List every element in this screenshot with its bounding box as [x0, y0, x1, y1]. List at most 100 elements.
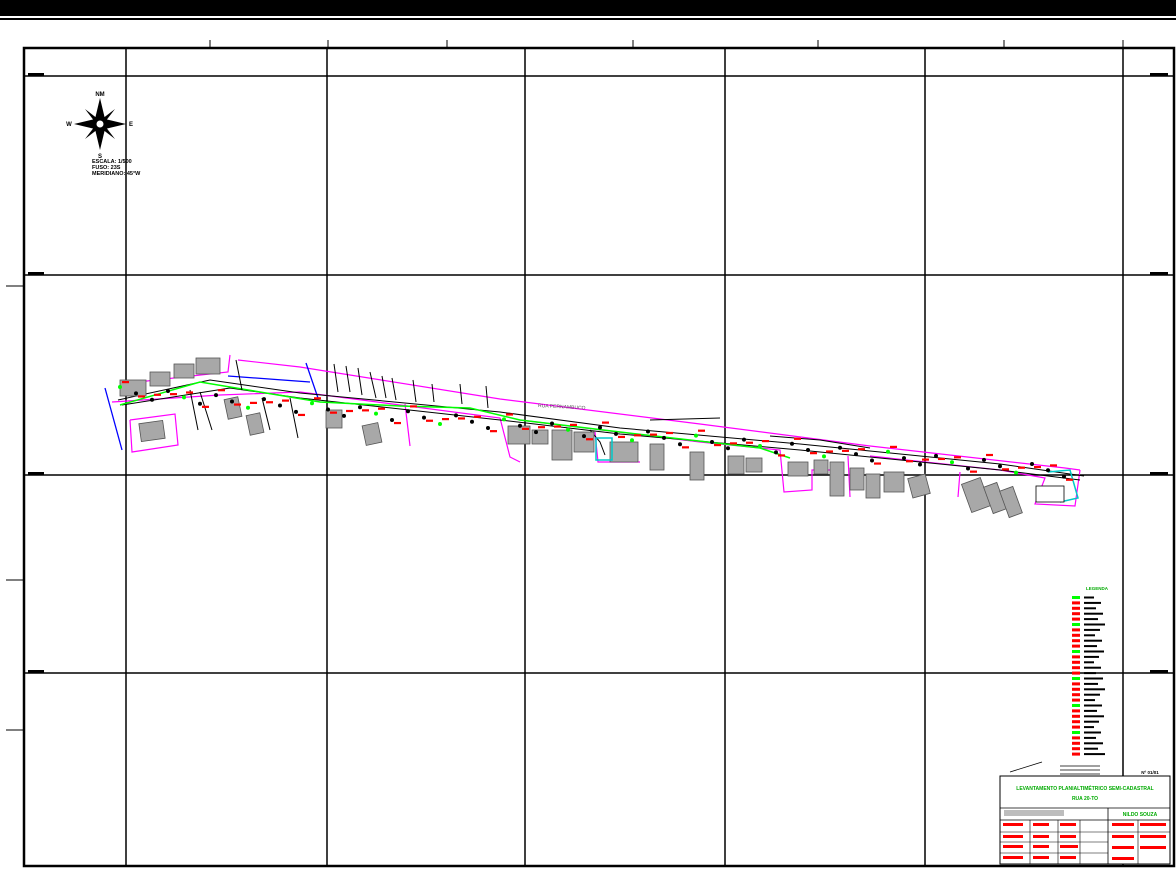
legend-text-line: [1084, 704, 1102, 707]
legend-symbol: [1072, 633, 1080, 637]
survey-point-label: [506, 413, 513, 416]
legend-symbol: [1072, 596, 1080, 599]
survey-point-label: [410, 405, 417, 408]
legend-symbol: [1072, 704, 1080, 707]
survey-point: [166, 389, 170, 394]
legend-text-line: [1084, 650, 1104, 653]
legend-symbol: [1072, 644, 1080, 648]
legend-text-line: [1084, 672, 1096, 675]
project-subtitle: RUA 20-TO: [1072, 796, 1098, 802]
survey-point-label: [282, 399, 289, 402]
east-label: E: [129, 122, 133, 128]
survey-point: [214, 393, 218, 398]
grid-tick-labels: [28, 73, 1168, 673]
survey-point: [438, 422, 442, 426]
survey-point-label: [570, 423, 577, 426]
frame-ticks: [6, 40, 1124, 731]
survey-point-label: [650, 433, 657, 436]
survey-point-label: [698, 429, 705, 432]
survey-point-label: [954, 456, 961, 459]
legend-text-line: [1084, 655, 1099, 658]
survey-point: [262, 397, 266, 402]
survey-point: [646, 429, 650, 434]
survey-point-label: [778, 454, 785, 457]
survey-point: [1014, 470, 1018, 475]
survey-point-label: [330, 411, 337, 414]
street-label: RUA PERNAMBUCO: [538, 403, 586, 411]
survey-point: [886, 449, 890, 454]
survey-point: [422, 415, 426, 420]
scale-bar: [1009, 761, 1100, 775]
vegetation-line: [119, 381, 791, 459]
survey-point-label: [218, 389, 225, 392]
legend-text-line: [1084, 677, 1103, 680]
legend-symbol: [1072, 709, 1080, 713]
survey-point-label: [170, 393, 177, 396]
survey-point-label: [122, 381, 129, 384]
survey-point-label: [202, 405, 209, 408]
legend-text-line: [1084, 731, 1101, 734]
survey-point: [470, 419, 474, 424]
legend-symbol: [1072, 752, 1080, 756]
survey-point: [342, 413, 346, 418]
survey-point: [406, 409, 410, 414]
west-label: W: [66, 122, 72, 128]
legend-text-line: [1084, 682, 1098, 685]
south-label: S: [98, 154, 102, 160]
legend-symbol: [1072, 725, 1080, 729]
legend-text-line: [1084, 623, 1105, 626]
survey-point: [934, 453, 938, 458]
top-border-line: [0, 18, 1176, 20]
survey-point: [614, 431, 618, 436]
legend-symbol: [1072, 747, 1080, 751]
survey-point: [918, 462, 922, 467]
legend-symbol: [1072, 612, 1080, 616]
legend-symbol: [1072, 693, 1080, 697]
property-lines: [189, 359, 489, 439]
north-label: NM: [95, 92, 104, 98]
survey-point: [566, 427, 570, 432]
survey-point: [390, 417, 394, 422]
survey-point-label: [426, 419, 433, 422]
legend-text-line: [1084, 699, 1095, 702]
survey-point-label: [266, 401, 273, 404]
survey-point: [726, 446, 730, 451]
survey-point: [454, 413, 458, 418]
survey-point-label: [298, 413, 305, 417]
sheet-frame: [22, 46, 1176, 868]
legend-text-line: [1084, 645, 1097, 648]
legend-text-line: [1084, 639, 1102, 642]
legend-text-line: [1084, 634, 1095, 637]
legend-text-line: [1084, 666, 1101, 669]
survey-point-label: [394, 421, 401, 425]
survey-point-label: [154, 393, 161, 396]
survey-point: [806, 448, 810, 453]
legend-text-line: [1084, 720, 1099, 723]
north-arrow: NM S E W: [66, 92, 133, 160]
svg-text:MERIDIANO: 45°W: MERIDIANO: 45°W: [92, 171, 141, 177]
legend-symbol: [1072, 687, 1080, 691]
survey-point: [374, 411, 378, 416]
survey-point: [1062, 474, 1066, 479]
survey-point: [198, 401, 202, 406]
legend-text-line: [1084, 596, 1094, 599]
svg-text:ESCALA: 1/500: ESCALA: 1/500: [92, 159, 132, 165]
survey-point-label: [1066, 478, 1073, 481]
survey-point: [710, 439, 714, 444]
survey-plan: RUA PERNAMBUCO: [104, 354, 1085, 519]
legend-text-line: [1084, 709, 1097, 712]
survey-point: [870, 458, 874, 463]
survey-point: [758, 444, 762, 448]
survey-point-label: [826, 450, 833, 453]
road-edges-blue: [104, 362, 319, 451]
end-structure: [1035, 485, 1065, 503]
survey-point-label: [1034, 465, 1041, 469]
buildings: [119, 357, 1023, 519]
survey-points: [118, 381, 1073, 481]
legend-text-line: [1084, 688, 1105, 691]
survey-point: [662, 435, 666, 440]
survey-point: [278, 403, 282, 408]
legend-items: [1072, 596, 1105, 756]
survey-point: [694, 433, 698, 438]
survey-point: [982, 457, 986, 462]
